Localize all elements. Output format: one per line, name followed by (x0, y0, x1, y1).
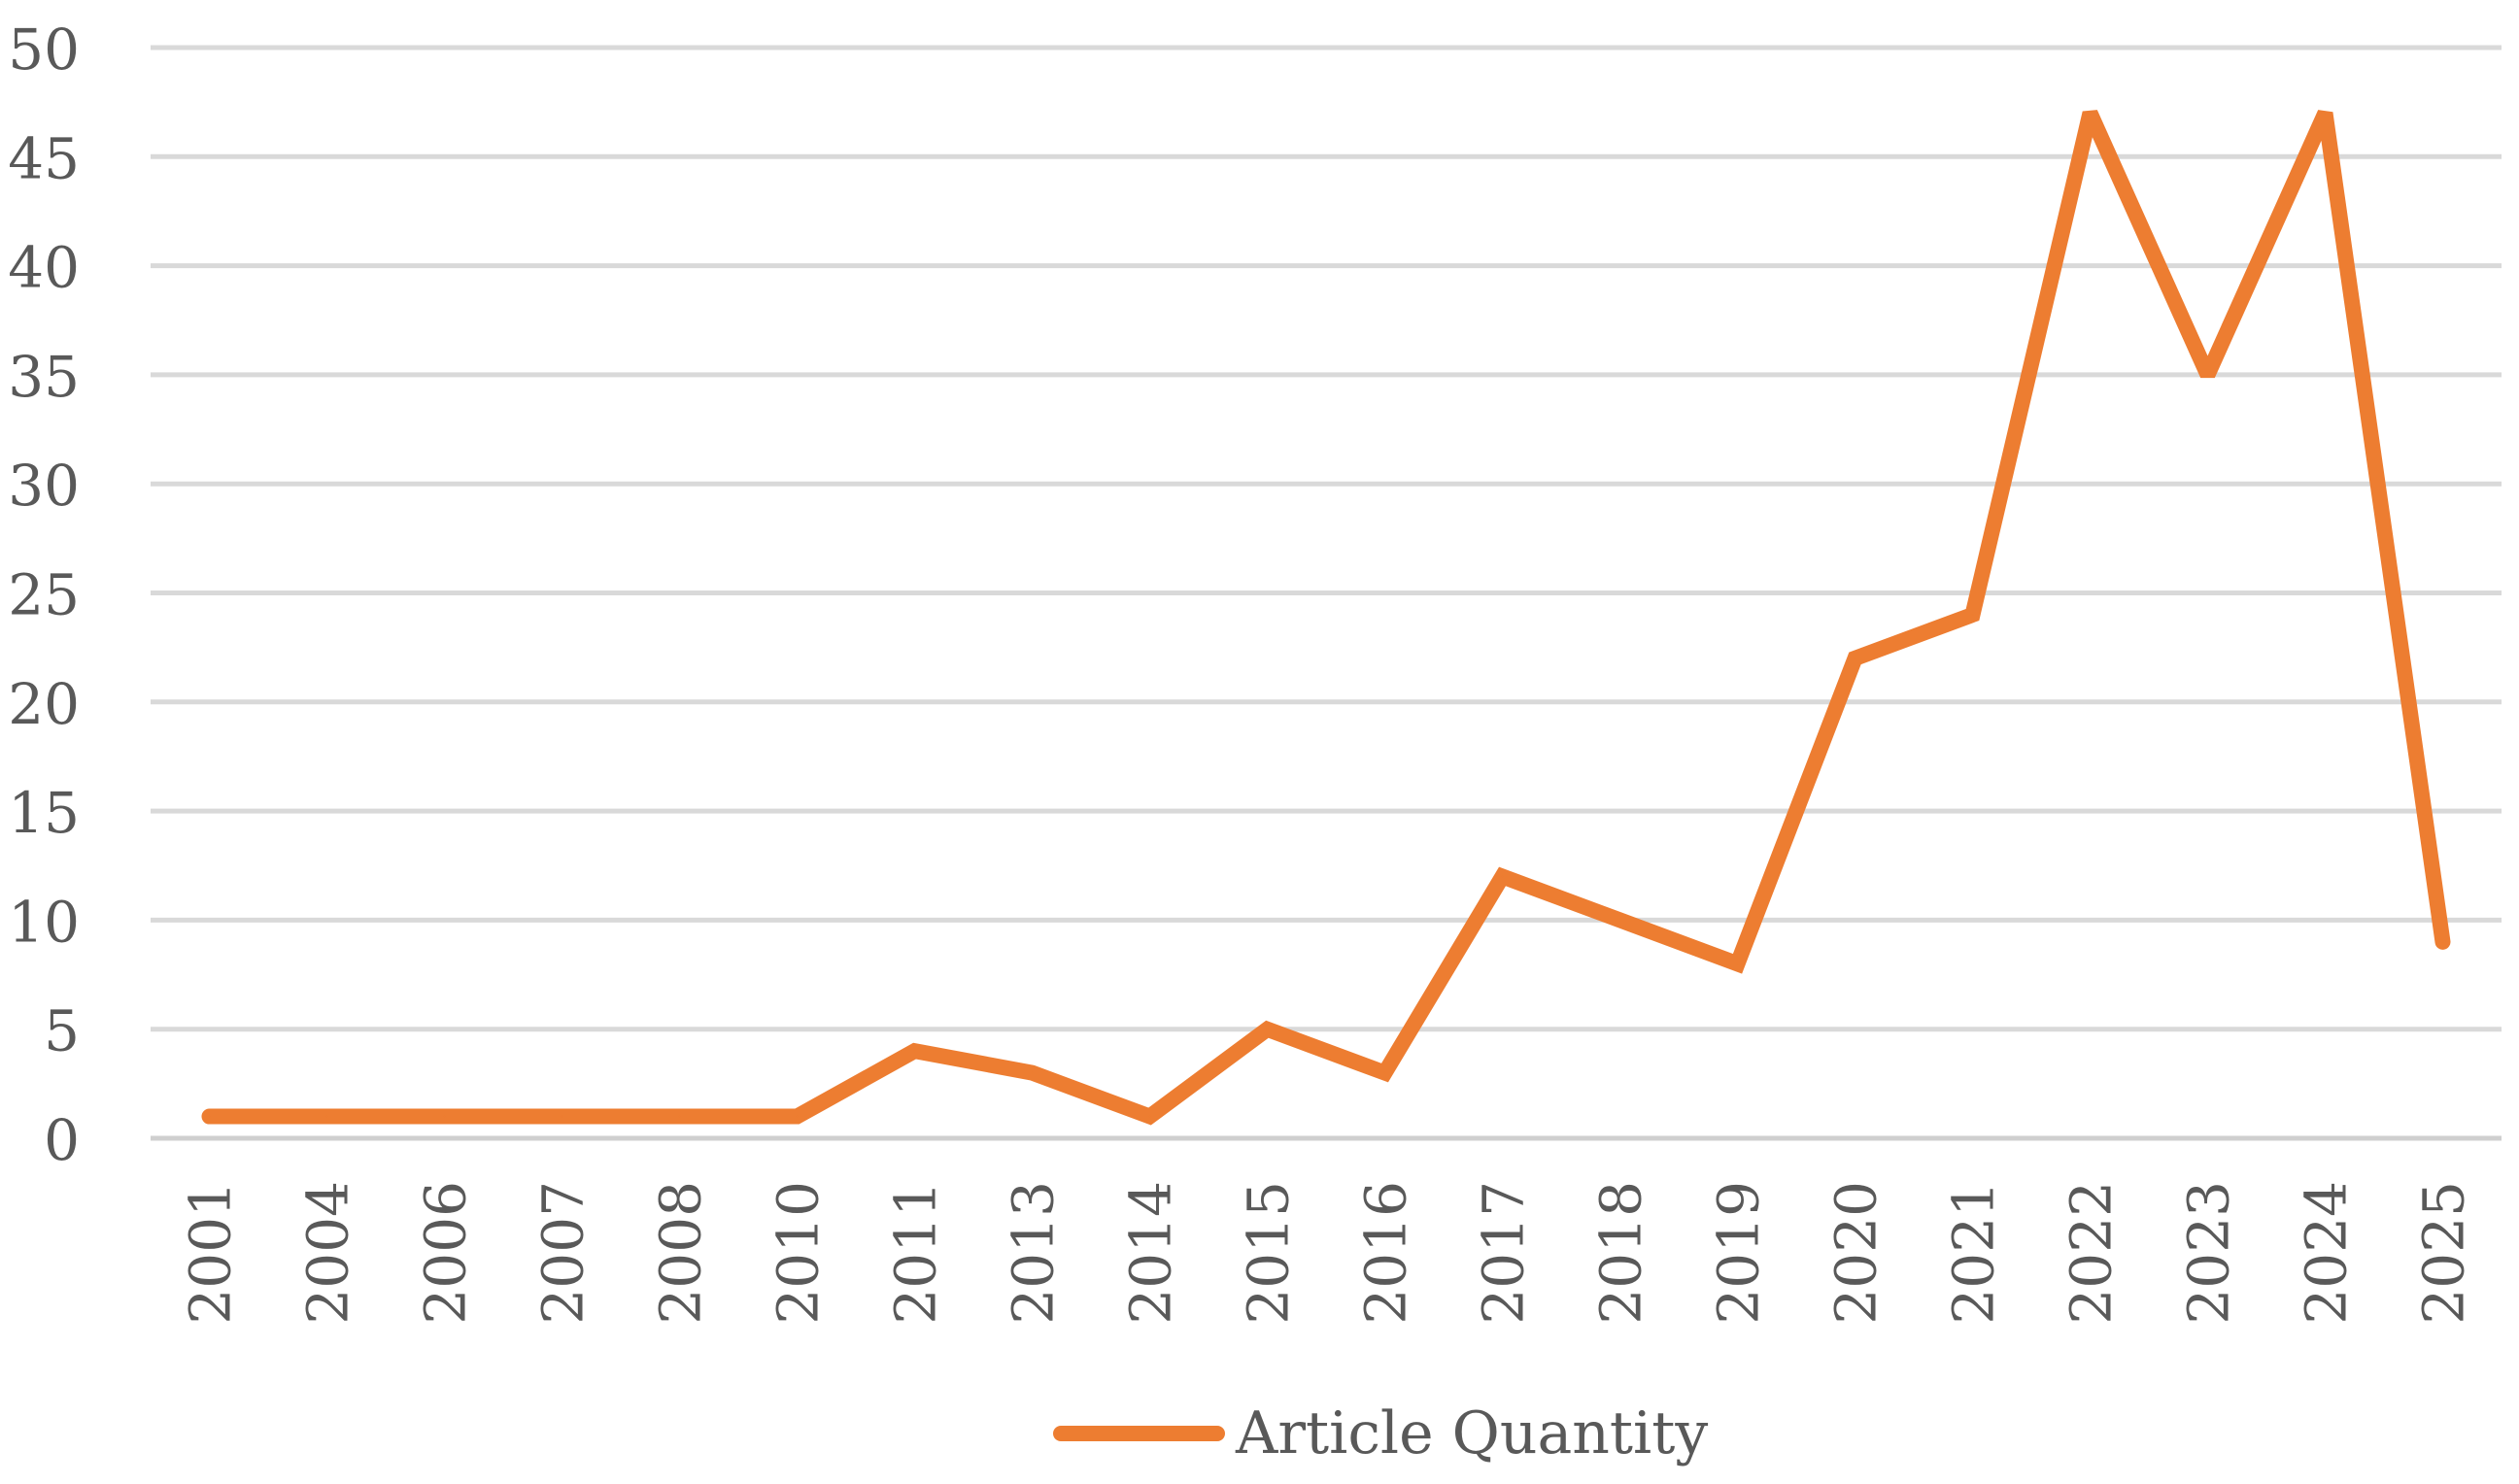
x-tick-label: 2018 (1587, 1181, 1653, 1325)
data-point (1266, 1028, 1269, 1030)
gridlines (151, 45, 2502, 1032)
y-tick-label: 40 (8, 235, 80, 301)
data-point (913, 1050, 916, 1053)
x-tick-label: 2011 (882, 1181, 948, 1325)
data-point (678, 1115, 681, 1118)
x-tick-label: 2004 (294, 1181, 360, 1325)
data-point (1618, 919, 1621, 922)
x-tick-label: 2022 (2058, 1181, 2124, 1325)
legend: Article Quantity (1053, 1400, 1708, 1467)
x-tick-label: 2010 (765, 1181, 831, 1325)
x-tick-label: 2024 (2293, 1181, 2359, 1325)
data-point (1501, 875, 1504, 878)
legend-label: Article Quantity (1235, 1400, 1708, 1467)
series-line (201, 110, 2451, 1126)
y-tick-label: 5 (44, 998, 80, 1064)
data-point (1854, 657, 1856, 659)
y-tick-label: 45 (8, 125, 80, 191)
y-tick-label: 50 (8, 17, 80, 83)
y-tick-label: 15 (8, 780, 80, 846)
x-tick-label: 2025 (2410, 1181, 2476, 1325)
y-tick-label: 30 (8, 453, 80, 519)
x-tick-label: 2006 (412, 1181, 478, 1325)
data-point (796, 1115, 799, 1118)
data-point (561, 1115, 563, 1118)
data-point (443, 1115, 446, 1118)
y-tick-label: 25 (8, 562, 80, 628)
x-tick-label: 2008 (647, 1181, 713, 1325)
data-point (2089, 112, 2092, 115)
data-point (1031, 1071, 1034, 1074)
data-point (208, 1115, 211, 1118)
x-tick-label: 2014 (1117, 1181, 1183, 1325)
x-axis: 2001 2004 2006 2007 2008 2010 2011 2013 2014 2015… (151, 1135, 2502, 1325)
y-tick-label: 20 (8, 671, 80, 737)
data-point (2441, 940, 2444, 943)
data-point (325, 1115, 328, 1118)
x-tick-label: 2023 (2175, 1181, 2241, 1325)
x-tick-label: 2015 (1235, 1181, 1301, 1325)
x-tick-label: 2001 (177, 1181, 243, 1325)
series-layer (201, 110, 2451, 1126)
x-tick-label: 2021 (1940, 1181, 2006, 1325)
y-tick-label: 10 (8, 889, 80, 955)
x-tick-label: 2007 (529, 1181, 596, 1325)
data-point (2206, 373, 2209, 376)
y-tick-label: 0 (44, 1107, 80, 1173)
x-tick-label: 2020 (1822, 1181, 1889, 1325)
y-axis: 0 5 10 15 20 25 30 35 40 45 50 (8, 17, 80, 1173)
y-tick-label: 35 (8, 344, 80, 410)
x-tick-label: 2017 (1470, 1181, 1536, 1325)
x-tick-label: 2019 (1705, 1181, 1771, 1325)
x-tick-label: 2016 (1352, 1181, 1418, 1325)
data-point (1383, 1071, 1386, 1074)
data-point (2324, 112, 2327, 115)
x-tick-label: 2013 (1000, 1181, 1066, 1325)
data-point (1148, 1115, 1151, 1118)
data-point (1971, 613, 1974, 616)
data-point (1736, 962, 1739, 965)
